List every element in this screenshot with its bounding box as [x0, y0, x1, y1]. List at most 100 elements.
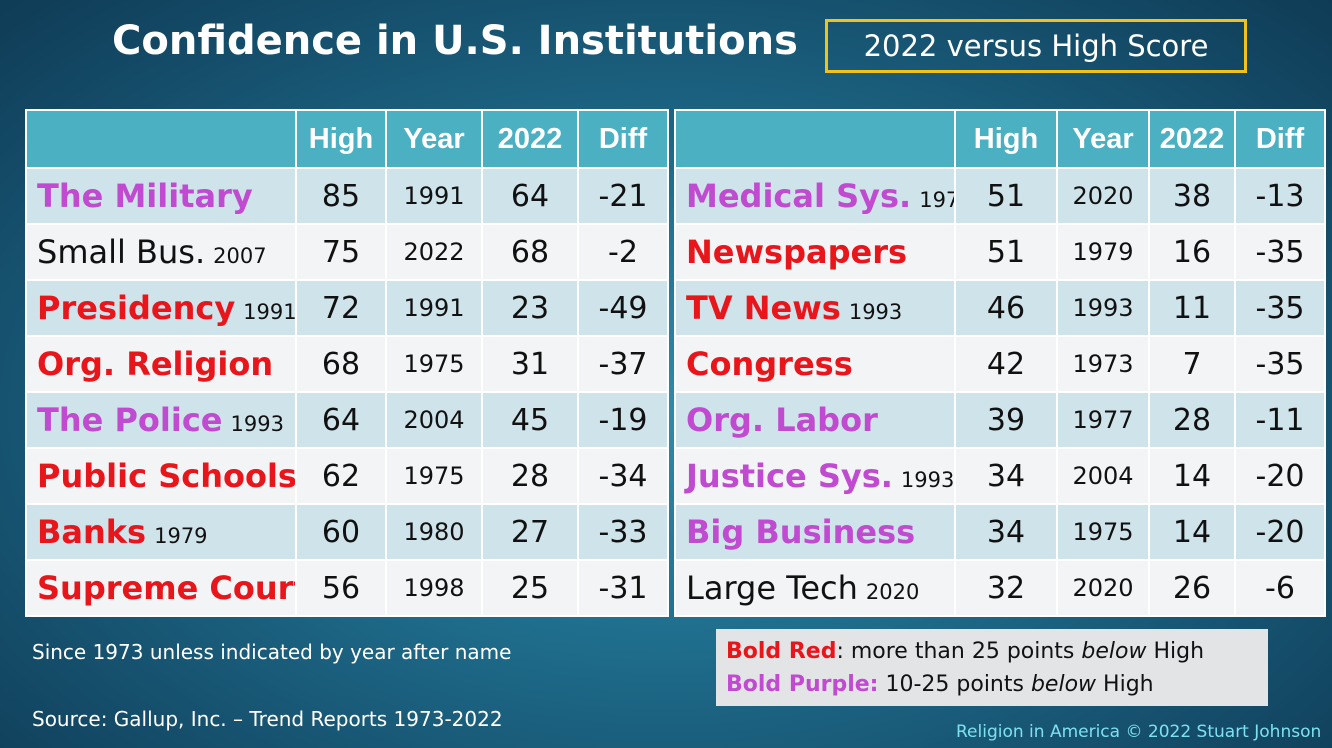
high-value: 85 [295, 167, 387, 225]
institution-name: Supreme Court [37, 569, 296, 607]
legend-purple-tail: High [1096, 672, 1154, 697]
high-value: 68 [295, 335, 387, 393]
table-header-row: High Year 2022 Diff [674, 109, 1326, 169]
diff-value: -11 [1234, 391, 1326, 449]
high-year: 1977 [1056, 391, 1150, 449]
diff-value: -13 [1234, 167, 1326, 225]
diff-value: -37 [577, 335, 669, 393]
institution-name: Org. Religion [37, 345, 274, 383]
table-row: Supreme Court 56 1998 25 -31 [25, 559, 669, 617]
institution-cell: Presidency 1991 [25, 279, 297, 337]
table-row: The Military 85 1991 64 -21 [25, 167, 669, 225]
high-value: 56 [295, 559, 387, 617]
high-value: 62 [295, 447, 387, 505]
high-year: 2022 [385, 223, 483, 281]
institution-cell: Org. Labor [674, 391, 956, 449]
since-year: 2020 [865, 580, 920, 604]
value-2022: 28 [481, 447, 579, 505]
value-2022: 64 [481, 167, 579, 225]
diff-value: -2 [577, 223, 669, 281]
value-2022: 16 [1148, 223, 1236, 281]
high-value: 34 [954, 447, 1058, 505]
institution-name: Newspapers [686, 233, 908, 271]
table-row: Org. Religion 68 1975 31 -37 [25, 335, 669, 393]
value-2022: 7 [1148, 335, 1236, 393]
institution-cell: Public Schools [25, 447, 297, 505]
table-row: Newspapers 51 1979 16 -35 [674, 223, 1326, 281]
institution-cell: TV News 1993 [674, 279, 956, 337]
high-year: 1975 [385, 335, 483, 393]
high-value: 39 [954, 391, 1058, 449]
high-value: 34 [954, 503, 1058, 561]
left-institutions-table: High Year 2022 Diff The Military 85 1991 64… [25, 109, 669, 617]
legend-purple-label: Bold Purple: [726, 672, 879, 697]
diff-value: -35 [1234, 279, 1326, 337]
table-row: Presidency 1991 72 1991 23 -49 [25, 279, 669, 337]
subtitle-box: 2022 versus High Score [825, 19, 1247, 73]
right-institutions-table: High Year 2022 Diff Medical Sys.19755120… [674, 109, 1326, 617]
institution-name: Banks [37, 513, 147, 551]
high-year: 2020 [1056, 167, 1150, 225]
institution-cell: Justice Sys. 1993 [674, 447, 956, 505]
table-row: Big Business 34 1975 14 -20 [674, 503, 1326, 561]
diff-value: -31 [577, 559, 669, 617]
since-year: 1993 [900, 468, 955, 492]
left-table-body: The Military 85 1991 64 -21 Small Bus. 2007 75 2… [25, 167, 669, 617]
table-row: Banks 1979 60 1980 27 -33 [25, 503, 669, 561]
header-diff: Diff [1234, 109, 1326, 169]
institution-name: Big Business [686, 513, 916, 551]
institution-cell: Congress [674, 335, 956, 393]
legend-box: Bold Red: more than 25 points below High… [716, 629, 1268, 706]
diff-value: -6 [1234, 559, 1326, 617]
institution-name: Public Schools [37, 457, 296, 495]
institution-name: Presidency [37, 289, 236, 327]
copyright-credit: Religion in America © 2022 Stuart Johnso… [956, 722, 1322, 742]
value-2022: 31 [481, 335, 579, 393]
legend-red-label: Bold Red [726, 639, 837, 664]
high-value: 51 [954, 167, 1058, 225]
table-row: Public Schools 62 1975 28 -34 [25, 447, 669, 505]
since-year: 2007 [213, 244, 267, 268]
institution-cell: Big Business [674, 503, 956, 561]
legend-purple-em: below [1030, 672, 1097, 697]
institution-cell: The Military [25, 167, 297, 225]
diff-value: -21 [577, 167, 669, 225]
page-title: Confidence in U.S. Institutions [112, 18, 798, 64]
institution-cell: Large Tech 2020 [674, 559, 956, 617]
high-year: 2004 [385, 391, 483, 449]
header-name [674, 109, 956, 169]
high-value: 32 [954, 559, 1058, 617]
institution-name: TV News [686, 289, 841, 327]
high-year: 1980 [385, 503, 483, 561]
value-2022: 25 [481, 559, 579, 617]
high-value: 72 [295, 279, 387, 337]
institution-name: Small Bus. [37, 233, 206, 271]
since-year: 1979 [154, 524, 208, 548]
institution-name: Org. Labor [686, 401, 878, 439]
since-year: 1993 [230, 412, 284, 436]
table-row: Large Tech 2020 32 2020 26 -6 [674, 559, 1326, 617]
institution-name: Justice Sys. [686, 457, 893, 495]
header-year: Year [1056, 109, 1150, 169]
high-value: 42 [954, 335, 1058, 393]
value-2022: 45 [481, 391, 579, 449]
diff-value: -35 [1234, 335, 1326, 393]
institution-cell: Medical Sys. 1975 [674, 167, 956, 225]
high-value: 64 [295, 391, 387, 449]
high-year: 1991 [385, 279, 483, 337]
high-year: 1991 [385, 167, 483, 225]
diff-value: -34 [577, 447, 669, 505]
value-2022: 38 [1148, 167, 1236, 225]
header-2022: 2022 [1148, 109, 1236, 169]
value-2022: 28 [1148, 391, 1236, 449]
table-row: Org. Labor 39 1977 28 -11 [674, 391, 1326, 449]
source-note: Source: Gallup, Inc. – Trend Reports 197… [32, 707, 503, 731]
diff-value: -35 [1234, 223, 1326, 281]
institution-name: The Military [37, 177, 253, 215]
header-name [25, 109, 297, 169]
institution-name: Congress [686, 345, 853, 383]
legend-red-line: Bold Red: more than 25 points below High [726, 635, 1258, 668]
header-diff: Diff [577, 109, 669, 169]
high-year: 2004 [1056, 447, 1150, 505]
institution-name: Medical Sys. [686, 177, 912, 215]
